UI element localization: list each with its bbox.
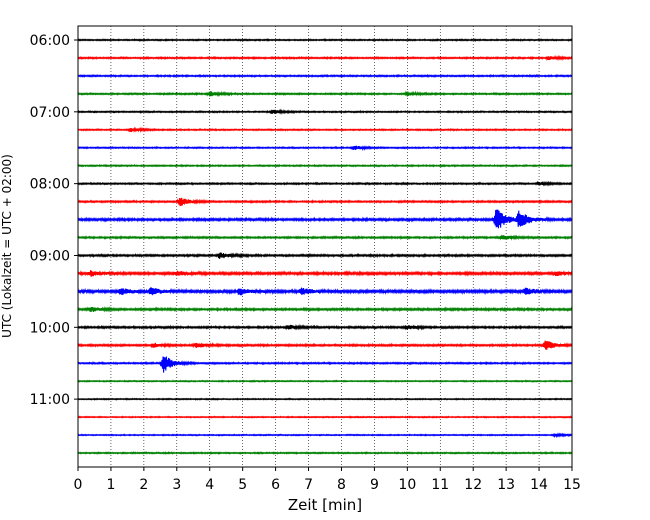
seismogram-trace <box>77 234 573 241</box>
seismogram-trace <box>77 145 573 152</box>
x-tick-label: 2 <box>139 477 148 493</box>
x-axis-ticks: 0 1 2 3 4 5 6 7 8 9 10 11 12 13 14 15 <box>74 467 581 493</box>
x-tick-label: 6 <box>271 477 280 493</box>
seismogram-trace <box>77 356 573 373</box>
seismogram-trace <box>77 126 573 133</box>
y-tick-label: 07:00 <box>30 105 70 121</box>
y-tick-label: 10:00 <box>30 320 70 336</box>
seismogram-trace <box>77 287 573 296</box>
seismogram-trace <box>77 270 573 277</box>
y-tick-label: 06:00 <box>30 33 70 49</box>
x-tick-label: 10 <box>398 477 416 493</box>
x-tick-label: 12 <box>464 477 482 493</box>
seismogram-trace <box>77 379 573 383</box>
vertical-grid <box>110 26 540 467</box>
x-tick-label: 1 <box>106 477 115 493</box>
seismogram-trace <box>77 451 573 455</box>
x-tick-label: 0 <box>74 477 83 493</box>
seismogram-trace <box>77 163 573 168</box>
y-axis-label: UTC (Lokalzeit = UTC + 02:00) <box>0 154 14 338</box>
x-tick-label: 14 <box>530 477 548 493</box>
x-axis-label: Zeit [min] <box>288 496 362 514</box>
seismogram-trace <box>77 432 573 439</box>
seismogram-trace <box>77 340 573 350</box>
seismogram-trace <box>77 306 573 313</box>
seismogram-trace <box>77 90 573 97</box>
x-tick-label: 5 <box>238 477 247 493</box>
x-tick-label: 9 <box>370 477 379 493</box>
seismogram-trace <box>77 108 573 115</box>
seismogram-trace <box>77 180 573 187</box>
seismogram-trace <box>77 38 573 43</box>
x-tick-label: 3 <box>172 477 181 493</box>
x-tick-label: 4 <box>205 477 214 493</box>
y-tick-label: 09:00 <box>30 248 70 264</box>
seismogram-trace <box>77 209 573 229</box>
seismogram-trace <box>77 324 573 331</box>
x-tick-label: 11 <box>431 477 449 493</box>
x-tick-label: 8 <box>337 477 346 493</box>
y-tick-label: 08:00 <box>30 177 70 193</box>
seismogram-trace <box>77 252 573 259</box>
seismogram-trace <box>77 415 573 419</box>
seismogram-trace <box>77 397 573 401</box>
y-axis-ticks: 06:00 07:00 08:00 09:00 10:00 11:00 <box>30 33 78 408</box>
plot-frame <box>77 25 573 468</box>
y-tick-label: 11:00 <box>30 392 70 408</box>
seismogram-trace <box>77 54 573 61</box>
x-tick-label: 13 <box>497 477 515 493</box>
seismogram-trace <box>77 197 573 207</box>
seismogram-trace <box>77 73 573 79</box>
x-tick-label: 15 <box>563 477 581 493</box>
x-tick-label: 7 <box>304 477 313 493</box>
seismogram-traces <box>77 38 573 455</box>
